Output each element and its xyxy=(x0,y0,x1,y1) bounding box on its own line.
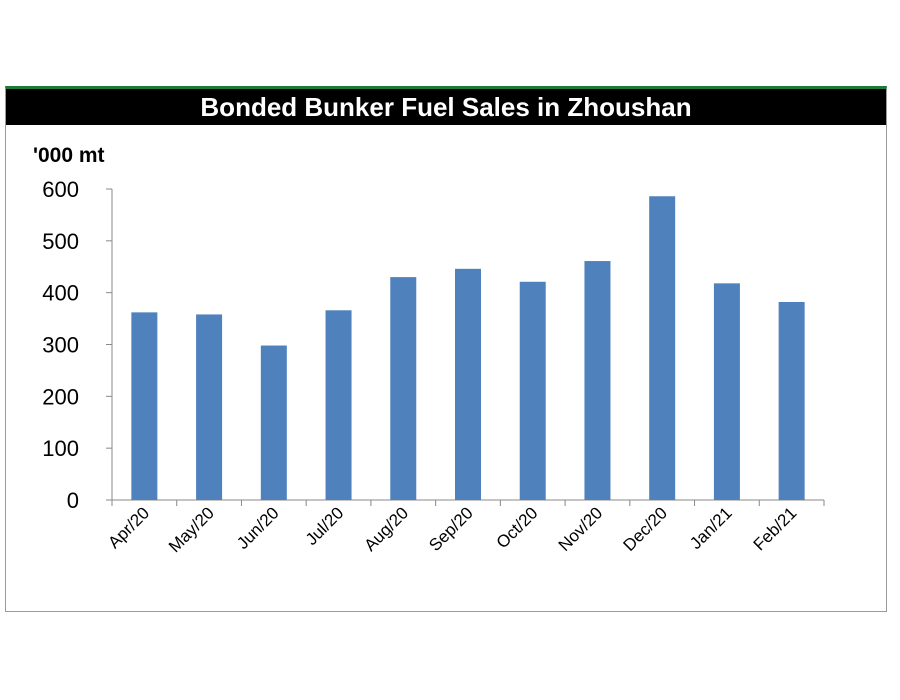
y-tick-label: 500 xyxy=(42,229,79,254)
x-tick-label: Aug/20 xyxy=(361,503,413,555)
x-tick-label: May/20 xyxy=(165,503,218,556)
x-tick-label: Jun/20 xyxy=(233,503,283,553)
y-tick-label: 300 xyxy=(42,333,79,358)
bar-apr-20 xyxy=(131,312,158,500)
bar-jul-20 xyxy=(325,310,352,500)
x-tick-label: Dec/20 xyxy=(619,503,671,555)
bar-jun-20 xyxy=(260,345,287,500)
x-tick-label: Nov/20 xyxy=(555,503,607,555)
x-tick-label: Oct/20 xyxy=(493,503,542,552)
x-tick-label: Apr/20 xyxy=(104,503,153,552)
bar-feb-21 xyxy=(778,301,805,500)
bar-nov-20 xyxy=(584,261,611,500)
y-tick-label: 200 xyxy=(42,384,79,409)
chart-title: Bonded Bunker Fuel Sales in Zhoushan xyxy=(6,89,886,125)
x-tick-label: Sep/20 xyxy=(425,503,477,555)
x-tick-label: Feb/21 xyxy=(750,503,801,554)
y-tick-label: 100 xyxy=(42,436,79,461)
y-tick-label: 600 xyxy=(42,177,79,202)
bar-sep-20 xyxy=(455,268,481,500)
bar-may-20 xyxy=(196,314,223,500)
bar-oct-20 xyxy=(519,281,546,500)
x-tick-label: Jul/20 xyxy=(302,503,348,549)
y-tick-label: 0 xyxy=(67,488,79,513)
bar-dec-20 xyxy=(649,196,676,501)
bar-jan-21 xyxy=(713,283,740,500)
y-axis-unit-label: '000 mt xyxy=(33,144,105,167)
x-tick-label: Jan/21 xyxy=(686,503,736,553)
y-tick-label: 400 xyxy=(42,281,79,306)
bar-aug-20 xyxy=(390,277,417,500)
